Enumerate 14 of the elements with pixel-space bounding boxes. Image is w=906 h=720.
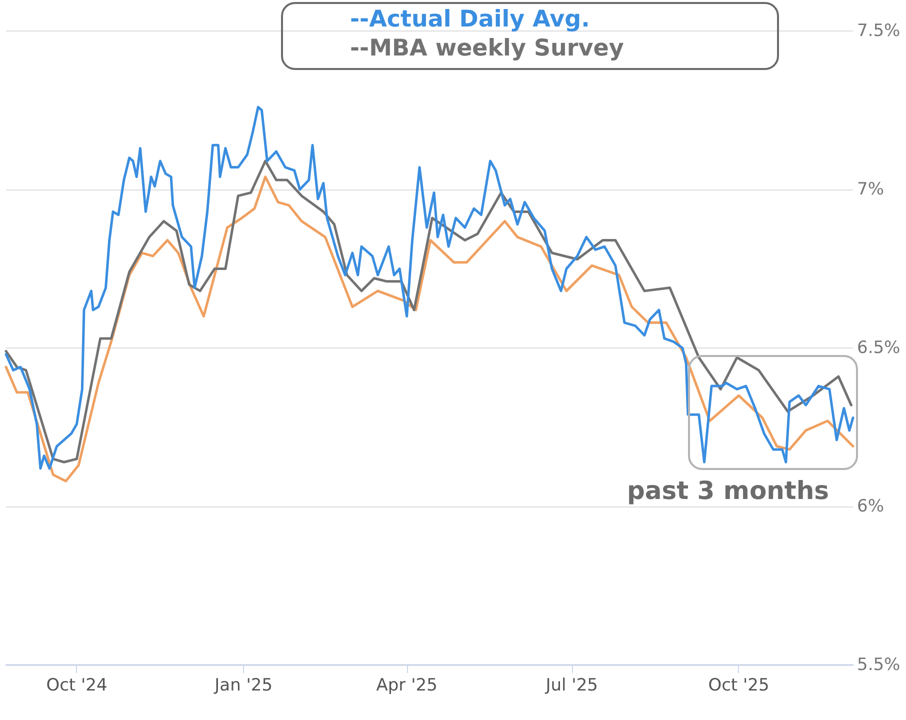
y-tick-label: 6.5%: [857, 338, 900, 358]
x-tick-label: Jul '25: [544, 676, 598, 696]
x-tick-label: Apr '25: [376, 676, 438, 696]
text: --Actual Daily Avg.: [350, 6, 590, 32]
x-tick-label: Jan '25: [214, 676, 273, 696]
text: --MBA weekly Survey: [350, 36, 624, 62]
line-series: [4, 106, 854, 470]
y-tick-label: 7.5%: [857, 21, 900, 41]
x-tick-label: Oct '24: [46, 676, 108, 696]
y-tick-label: 5.5%: [857, 655, 900, 675]
y-tick-label: 6%: [857, 496, 884, 516]
x-tick-label: Oct '25: [708, 676, 770, 696]
annotation: past 3 months: [627, 476, 830, 505]
y-tick-label: 7%: [857, 180, 884, 200]
